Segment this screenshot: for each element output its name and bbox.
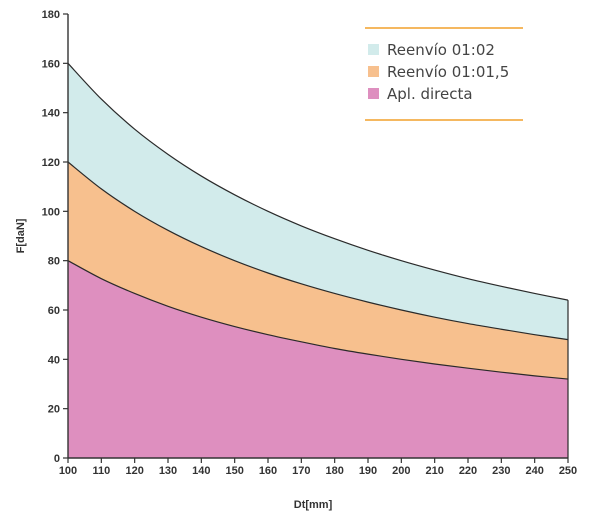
x-tick-label: 240 xyxy=(525,465,543,477)
y-tick-label: 20 xyxy=(48,404,60,416)
line-reenvio-01-01-5 xyxy=(67,161,569,341)
x-tick-label: 160 xyxy=(259,465,277,477)
y-ticks: 0 20 40 60 80 100 120 140 160 180 xyxy=(42,9,68,465)
x-tick-label: 110 xyxy=(92,465,110,477)
line-reenvio-01-02 xyxy=(67,62,569,301)
series-areas xyxy=(68,63,568,458)
axes xyxy=(67,14,568,459)
x-axis-title: Dt[mm] xyxy=(294,499,333,511)
legend-label-reenvio-01-01-5: Reenvío 01:01,5 xyxy=(387,63,509,81)
y-tick-label: 0 xyxy=(54,453,60,465)
legend-swatch-reenvio-01-01-5 xyxy=(368,66,379,77)
y-tick-label: 100 xyxy=(42,206,60,218)
legend-label-apl-directa: Apl. directa xyxy=(387,85,473,103)
x-tick-label: 170 xyxy=(292,465,310,477)
y-tick-label: 60 xyxy=(48,305,60,317)
x-tick-label: 230 xyxy=(492,465,510,477)
y-tick-label: 140 xyxy=(42,108,60,120)
x-tick-label: 220 xyxy=(459,465,477,477)
x-tick-label: 150 xyxy=(225,465,243,477)
x-tick-label: 210 xyxy=(425,465,443,477)
series-lines xyxy=(67,62,569,458)
y-tick-label: 180 xyxy=(42,9,60,21)
area-apl-directa xyxy=(68,260,568,458)
y-tick-label: 160 xyxy=(42,58,60,70)
y-tick-label: 120 xyxy=(42,157,60,169)
line-apl-directa xyxy=(67,260,569,380)
x-tick-label: 190 xyxy=(359,465,377,477)
legend-label-reenvio-01-02: Reenvío 01:02 xyxy=(387,41,495,59)
x-ticks: 100 110 120 130 140 150 160 170 180 190 200 210 220 2… xyxy=(59,458,577,477)
y-axis-title: F[daN] xyxy=(15,218,27,253)
legend-swatch-apl-directa xyxy=(368,88,379,99)
legend-swatch-reenvio-01-02 xyxy=(368,44,379,55)
x-tick-label: 250 xyxy=(559,465,577,477)
x-tick-label: 130 xyxy=(159,465,177,477)
x-tick-label: 140 xyxy=(192,465,210,477)
x-tick-label: 200 xyxy=(392,465,410,477)
legend: Reenvío 01:02 Reenvío 01:01,5 Apl. directa xyxy=(365,27,523,121)
y-tick-label: 40 xyxy=(48,354,60,366)
y-tick-label: 80 xyxy=(48,256,60,268)
x-tick-label: 100 xyxy=(59,465,77,477)
x-tick-label: 120 xyxy=(125,465,143,477)
x-tick-label: 180 xyxy=(325,465,343,477)
